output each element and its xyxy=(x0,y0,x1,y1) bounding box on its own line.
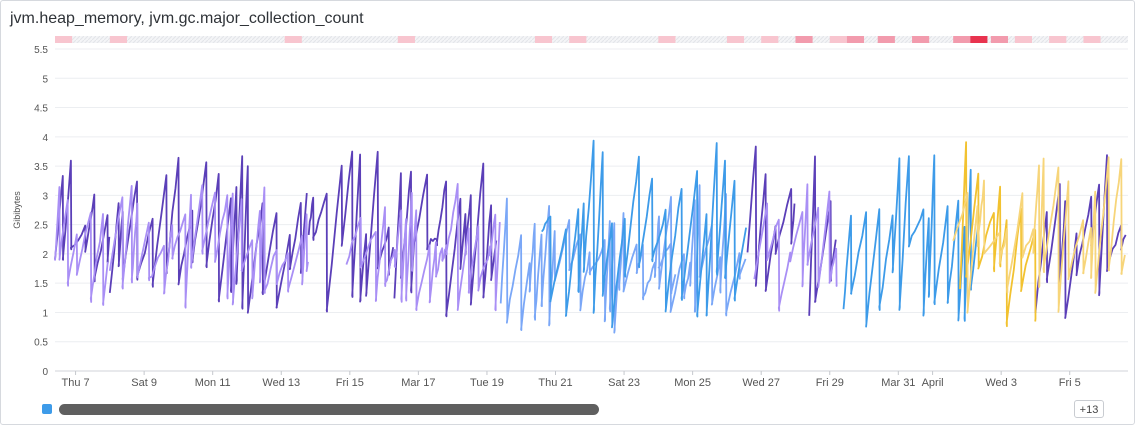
legend-scrollbar[interactable] xyxy=(59,404,599,415)
gc-event-cell xyxy=(569,36,587,43)
gc-event-cell xyxy=(397,36,415,43)
y-tick-label: 4.5 xyxy=(34,104,48,115)
series-lines xyxy=(54,139,1127,334)
series-line-host-a[interactable] xyxy=(307,150,395,313)
series-line-host-a[interactable] xyxy=(746,145,796,292)
gc-event-cell xyxy=(658,36,676,43)
x-tick-label: Wed 27 xyxy=(742,377,780,389)
gc-event-cell xyxy=(1014,36,1033,43)
series-line-host-e[interactable] xyxy=(959,141,1037,328)
gc-event-cell xyxy=(109,36,127,43)
gc-event-track xyxy=(55,36,1128,43)
x-tick-label: Fri 29 xyxy=(816,377,844,389)
series-line-host-d[interactable] xyxy=(842,154,980,328)
series-line-host-f[interactable] xyxy=(952,156,1126,314)
y-tick-label: 0 xyxy=(42,367,48,378)
event-track-background xyxy=(55,36,1128,43)
x-tick-label: Fri 5 xyxy=(1059,377,1081,389)
y-tick-label: 5 xyxy=(42,74,48,85)
x-tick-label: Fri 15 xyxy=(336,377,364,389)
series-line-host-a[interactable] xyxy=(108,155,308,314)
gc-event-cell xyxy=(1083,36,1101,43)
gc-event-cell xyxy=(55,36,73,43)
x-tick-label: Sat 9 xyxy=(131,377,157,389)
y-tick-label: 0.5 xyxy=(34,338,48,349)
x-tick-label: Mon 25 xyxy=(674,377,711,389)
x-tick-label: Mar 17 xyxy=(401,377,435,389)
series-line-host-d[interactable] xyxy=(541,139,747,329)
x-tick-label: Mar 31 xyxy=(881,377,915,389)
gc-event-cell xyxy=(829,36,847,43)
gc-event-cell xyxy=(1049,36,1067,43)
gc-event-cell xyxy=(534,36,553,43)
series-line-host-b[interactable] xyxy=(54,186,109,306)
series-line-host-b[interactable] xyxy=(753,183,838,312)
x-tick-label: Thu 21 xyxy=(538,377,572,389)
gc-event-cell xyxy=(953,36,971,43)
series-line-host-a[interactable] xyxy=(393,162,498,318)
x-tick-label: Wed 13 xyxy=(262,377,300,389)
legend-more-button[interactable]: +13 xyxy=(1074,400,1104,418)
series-line-host-c[interactable] xyxy=(499,196,677,334)
gc-event-cell xyxy=(846,36,865,43)
y-tick-label: 3.5 xyxy=(34,162,48,173)
gc-event-cell xyxy=(761,36,779,43)
series-line-host-a[interactable] xyxy=(54,159,111,283)
y-tick-label: 3 xyxy=(42,191,48,202)
y-tick-label: 2 xyxy=(42,250,48,261)
y-tick-label: 1 xyxy=(42,308,48,319)
axes: 0 0.5 1 1.5 2 2.5 3 3.5 4 4.5 5 5.5 Gibibytes Thu 7 Sa… xyxy=(12,45,1081,389)
gc-event-cell xyxy=(990,36,1009,43)
gc-event-cell xyxy=(284,36,302,43)
y-tick-label: 2.5 xyxy=(34,221,48,232)
gc-event-cell xyxy=(877,36,895,43)
gc-event-cell xyxy=(726,36,745,43)
x-tick-label: Mon 11 xyxy=(195,377,231,389)
y-axis-label: Gibibytes xyxy=(12,191,22,229)
y-tick-label: 1.5 xyxy=(34,279,48,290)
x-tick-label: Wed 3 xyxy=(985,377,1017,389)
y-tick-label: 5.5 xyxy=(34,45,48,56)
gc-event-cell xyxy=(912,36,930,43)
x-tick-label: Thu 7 xyxy=(61,377,89,389)
series-line-host-b[interactable] xyxy=(345,183,501,312)
x-tick-label: April xyxy=(922,377,944,389)
series-line-host-b[interactable] xyxy=(108,184,309,309)
widget-title: jvm.heap_memory, jvm.gc.major_collection… xyxy=(10,10,364,27)
x-tick-label: Tue 19 xyxy=(470,377,504,389)
y-tick-label: 4 xyxy=(42,133,48,144)
x-tick-label: Sat 23 xyxy=(608,377,640,389)
gc-event-cell xyxy=(970,36,988,43)
legend-series-swatch[interactable] xyxy=(42,404,52,414)
gc-event-cell xyxy=(795,36,813,43)
